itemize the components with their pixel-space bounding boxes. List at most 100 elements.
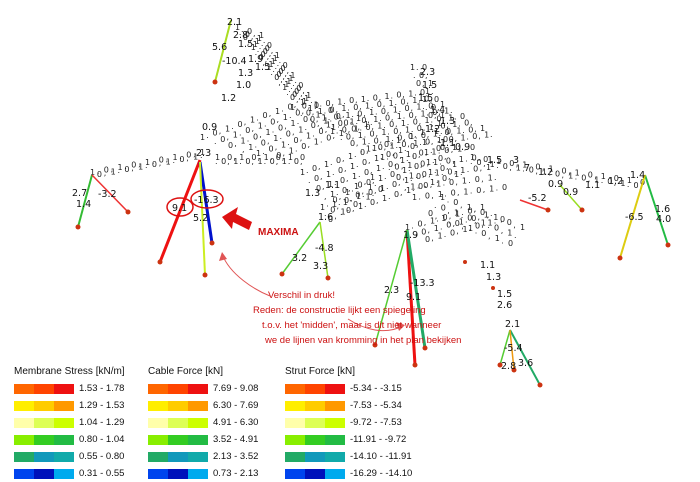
mesh-glyph: 0 <box>368 188 373 197</box>
mesh-glyph: . <box>380 152 383 161</box>
annotation-connector-right-arrow <box>396 322 405 331</box>
mesh-glyph: 1 <box>454 170 459 179</box>
mesh-glyph: 0 <box>408 132 413 141</box>
mesh-glyph: 0 <box>436 115 441 124</box>
mesh-glyph: . <box>601 176 604 185</box>
annotation-text: Verschil in druk! Reden: de constructie … <box>253 290 461 346</box>
mesh-glyph: , <box>434 111 437 120</box>
mesh-glyph: . <box>464 144 467 153</box>
legend-swatch <box>285 468 345 479</box>
mesh-glyph: 0 <box>263 47 268 56</box>
mesh-glyph: 0 <box>494 224 499 233</box>
mesh-glyph: . <box>330 114 333 123</box>
mesh-glyph: . <box>118 166 121 175</box>
mesh-glyph: , <box>263 58 266 67</box>
mesh-glyph: 0 <box>614 174 619 183</box>
mesh-glyph: , <box>451 145 454 154</box>
mesh-glyph: . <box>308 99 311 108</box>
mesh-glyph: 1 <box>193 152 198 161</box>
mesh-glyph: 0 <box>444 146 449 155</box>
mesh-glyph: 1 <box>490 160 495 169</box>
mesh-glyph: 1 <box>111 167 116 176</box>
mesh-glyph: . <box>422 102 425 111</box>
member-left-yellow <box>199 161 206 276</box>
mesh-glyph: 0 <box>416 172 421 181</box>
mesh-glyph: . <box>270 68 273 77</box>
mesh-glyph: 1 <box>326 170 331 179</box>
mesh-glyph: 1 <box>291 119 296 128</box>
mesh-glyph: . <box>349 194 352 203</box>
mesh-glyph: 1 <box>138 162 143 171</box>
mesh-glyph: , <box>446 121 449 130</box>
mesh-glyph: . <box>391 91 394 100</box>
mesh-glyph: 0 <box>294 87 299 96</box>
legend-swatch <box>148 434 208 445</box>
mesh-glyph: 0 <box>409 111 414 120</box>
mesh-glyph: . <box>374 179 377 188</box>
legend-range: 0.31 - 0.55 <box>79 468 125 479</box>
mesh-glyph: , <box>456 227 459 236</box>
mesh-glyph: . <box>314 102 317 111</box>
mesh-glyph: . <box>413 71 416 80</box>
mesh-glyph: . <box>410 174 413 183</box>
mesh-glyph: . <box>347 104 350 113</box>
mesh-glyph: 1 <box>463 225 468 234</box>
mesh-glyph: 0 <box>396 173 401 182</box>
mesh-glyph: . <box>272 65 275 74</box>
mesh-glyph: , <box>363 109 366 118</box>
mesh-glyph: 1 <box>406 150 411 159</box>
mesh-glyph: 1 <box>366 144 371 153</box>
mesh-glyph: , <box>461 222 464 231</box>
mesh-glyph: , <box>227 133 230 142</box>
mesh-glyph: 0 <box>414 162 419 171</box>
mesh-glyph: . <box>287 138 290 147</box>
mesh-glyph: . <box>270 153 273 162</box>
mesh-glyph: 0 <box>361 116 366 125</box>
mesh-glyph: 1 <box>410 182 415 191</box>
mesh-glyph: 1 <box>440 111 445 120</box>
mesh-glyph: , <box>400 188 403 197</box>
mesh-glyph: . <box>417 182 420 191</box>
mesh-glyph: 1 <box>405 223 410 232</box>
member-label: -10.4 <box>222 56 247 67</box>
mesh-glyph: . <box>438 147 441 156</box>
mesh-glyph: 0 <box>410 142 415 151</box>
mesh-glyph: . <box>467 165 470 174</box>
mesh-glyph: 0 <box>378 143 383 152</box>
mesh-glyph: . <box>358 170 361 179</box>
mesh-glyph: 0 <box>269 145 274 154</box>
legend-range: 0.55 - 0.80 <box>79 451 125 462</box>
mesh-glyph: . <box>326 199 329 208</box>
mesh-glyph: . <box>261 39 264 48</box>
mesh-glyph: , <box>451 127 454 136</box>
mesh-glyph: . <box>345 127 348 136</box>
mesh-glyph: . <box>458 119 461 128</box>
mesh-glyph: , <box>300 89 303 98</box>
mesh-glyph: 0 <box>276 70 281 79</box>
legend-row: 0.55 - 0.80 <box>14 448 164 465</box>
mesh-glyph: , <box>562 171 565 180</box>
mesh-glyph: , <box>474 125 477 134</box>
mesh-glyph: 1 <box>436 179 441 188</box>
mesh-glyph: , <box>104 169 107 178</box>
mesh-glyph: , <box>420 160 423 169</box>
mesh-glyph: 0 <box>420 159 425 168</box>
mesh-glyph: . <box>444 230 447 239</box>
mesh-glyph: 0 <box>328 215 333 224</box>
mesh-glyph: , <box>428 226 431 235</box>
mesh-glyph: . <box>322 108 325 117</box>
mesh-glyph: 0 <box>366 123 371 132</box>
mesh-glyph: . <box>264 120 267 129</box>
mesh-glyph: , <box>352 204 355 213</box>
legend-range: 7.69 - 9.08 <box>213 383 259 394</box>
mesh-glyph: 0 <box>446 157 451 166</box>
mesh-glyph: 1 <box>350 118 355 127</box>
mesh-glyph: , <box>249 35 252 44</box>
mesh-glyph: . <box>439 129 442 138</box>
mesh-glyph: . <box>555 166 558 175</box>
mesh-glyph: . <box>490 209 493 218</box>
mesh-glyph: , <box>320 172 323 181</box>
legend-swatch <box>14 451 74 462</box>
mesh-glyph: 0 <box>445 128 450 137</box>
mesh-glyph: 1 <box>370 173 375 182</box>
